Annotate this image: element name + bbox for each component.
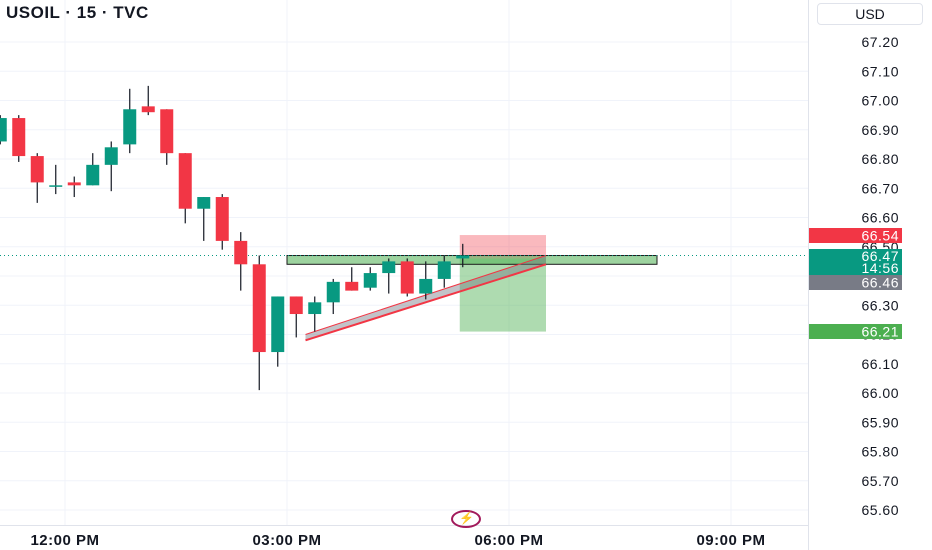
current-price-label: 66.47 <box>861 248 899 264</box>
y-tick-label: 66.70 <box>861 180 899 196</box>
candle-body <box>49 185 63 187</box>
candle-body <box>67 182 81 186</box>
target-price-label: 66.21 <box>861 324 899 340</box>
candle-body <box>326 281 340 303</box>
candle-body <box>86 164 100 186</box>
trendline-lower <box>305 263 547 342</box>
y-tick-label: 67.20 <box>861 34 899 50</box>
y-tick-label: 66.80 <box>861 151 899 167</box>
candle-body <box>30 156 44 183</box>
y-tick-label: 65.70 <box>861 473 899 489</box>
countdown-label: 14:56 <box>861 260 899 276</box>
candle-body <box>456 255 470 259</box>
candle-body <box>12 118 26 157</box>
x-tick-label: 03:00 PM <box>252 532 321 549</box>
candle-body <box>0 118 7 142</box>
y-tick-label: 66.90 <box>861 122 899 138</box>
y-tick-label: 65.90 <box>861 414 899 430</box>
candle-body <box>437 261 451 279</box>
candle-body <box>419 278 433 294</box>
y-tick-label: 66.30 <box>861 297 899 313</box>
candle-body <box>215 197 229 241</box>
tradingview-logo-icon: ⚡ <box>451 510 481 528</box>
stop-price-label: 66.54 <box>861 228 899 244</box>
x-tick-label: 06:00 PM <box>474 532 543 549</box>
y-tick-label: 66.00 <box>861 385 899 401</box>
take-profit-zone <box>459 258 546 332</box>
candle-body <box>234 240 248 265</box>
candle-body <box>271 296 285 353</box>
stop-price-label-bg <box>809 228 902 243</box>
candle-body <box>141 106 155 113</box>
candle-body <box>197 197 211 209</box>
candle-body <box>363 273 377 288</box>
candle-body <box>289 296 303 315</box>
entry-price-label: 66.46 <box>861 275 899 291</box>
candle-body <box>123 109 137 145</box>
current-price-label-bg <box>809 249 902 275</box>
candle-body <box>160 109 174 154</box>
resistance-zone <box>286 255 658 265</box>
candle-body <box>345 281 359 291</box>
y-tick-label: 67.10 <box>861 63 899 79</box>
candle-body <box>308 302 322 315</box>
x-tick-label: 09:00 PM <box>696 532 765 549</box>
candle-body <box>252 264 266 353</box>
candle-body <box>104 147 118 165</box>
x-tick-label: 12:00 PM <box>30 532 99 549</box>
candle-body <box>400 261 414 294</box>
target-price-label-bg <box>809 324 902 339</box>
chart-title: USOIL · 15 · TVC <box>6 3 149 22</box>
candle-body <box>382 261 396 274</box>
entry-price-label-bg <box>809 275 902 290</box>
currency-button[interactable]: USD <box>817 3 923 25</box>
y-tick-label: 66.10 <box>861 356 899 372</box>
y-tick-label: 65.60 <box>861 502 899 518</box>
stop-loss-zone <box>459 235 546 259</box>
y-tick-label: 67.00 <box>861 93 899 109</box>
y-tick-label: 65.80 <box>861 444 899 460</box>
y-tick-label: 66.60 <box>861 210 899 226</box>
candle-body <box>178 153 192 209</box>
